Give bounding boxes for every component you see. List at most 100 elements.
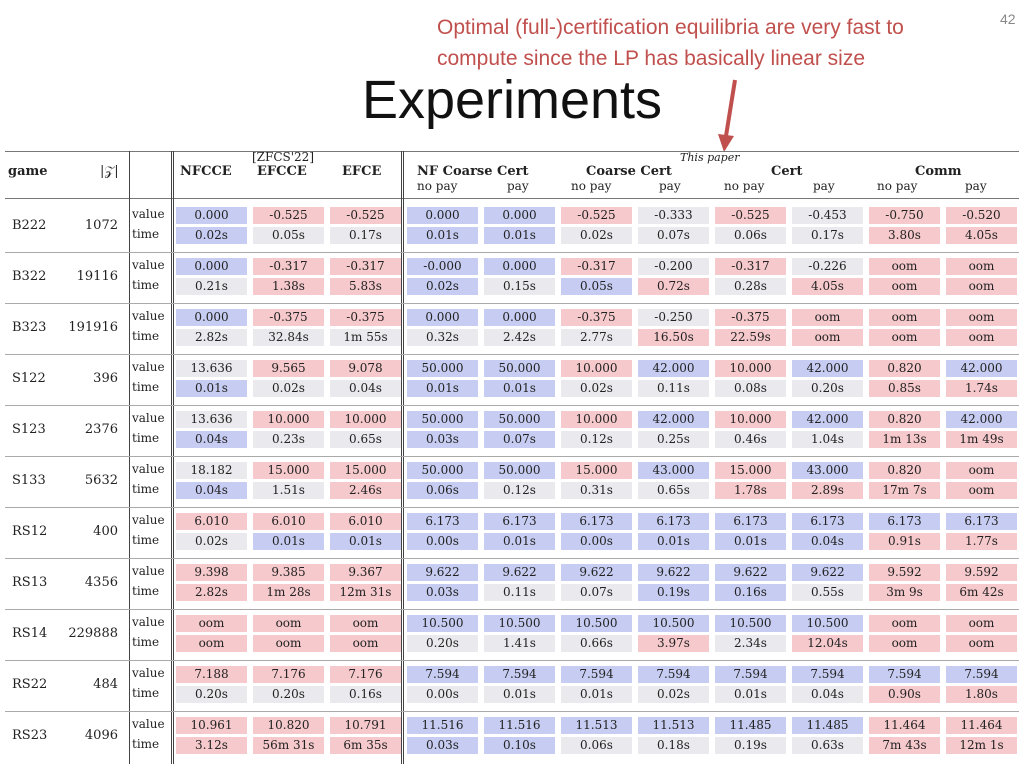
game-size: 2376 [84,422,118,437]
time-cell: oom [946,635,1017,652]
value-cell: 7.594 [561,666,632,683]
time-cell: 0.90s [869,686,940,703]
time-cell: 0.12s [561,431,632,448]
value-cell: 6.173 [715,513,786,530]
header-nf-coarse-cert: NF Coarse Cert [417,164,529,179]
time-cell: 0.18s [638,737,709,754]
value-cell: 10.000 [253,411,324,428]
value-cell: 0.000 [176,207,247,224]
time-cell: 0.01s [561,686,632,703]
time-cell: 12m 1s [946,737,1017,754]
time-cell: 1m 55s [330,329,401,346]
time-cell: 0.01s [484,686,555,703]
time-cell: 0.12s [484,482,555,499]
time-cell: 0.07s [484,431,555,448]
time-cell: 12m 31s [330,584,401,601]
time-cell: 0.19s [638,584,709,601]
time-cell: 1.78s [715,482,786,499]
value-row-label: value [132,615,165,629]
time-row-label: time [132,635,160,649]
value-cell: 10.500 [561,615,632,632]
value-cell: 50.000 [407,360,478,377]
header-z: |𝒵| [100,164,119,179]
time-cell: 0.31s [561,482,632,499]
value-cell: 10.820 [253,717,324,734]
game-size: 4356 [84,575,118,590]
value-cell: 9.622 [638,564,709,581]
value-cell: oom [869,258,940,275]
value-cell: 7.176 [253,666,324,683]
separator-5 [403,151,404,764]
value-cell: 0.000 [176,309,247,326]
header-rule [5,198,1019,199]
game-size: 484 [93,677,118,692]
time-cell: 2.34s [715,635,786,652]
value-cell: 7.594 [407,666,478,683]
value-cell: 42.000 [792,411,863,428]
value-cell: 0.000 [484,309,555,326]
value-cell: 10.500 [407,615,478,632]
game-size: 191916 [68,320,118,335]
value-cell: -0.520 [946,207,1017,224]
time-cell: 0.01s [484,533,555,550]
time-cell: 1m 28s [253,584,324,601]
annotation-callout: Optimal (full-)certification equilibria … [437,12,904,74]
value-cell: 0.000 [484,207,555,224]
value-cell: 10.000 [561,360,632,377]
game-size: 19116 [76,269,118,284]
value-cell: 7.594 [792,666,863,683]
time-cell: 0.63s [792,737,863,754]
value-cell: oom [946,615,1017,632]
value-cell: -0.333 [638,207,709,224]
time-cell: 0.02s [253,380,324,397]
time-cell: 0.20s [176,686,247,703]
value-cell: -0.317 [561,258,632,275]
time-cell: 0.01s [176,380,247,397]
value-cell: 15.000 [561,462,632,479]
time-cell: 3.80s [869,227,940,244]
time-row-label: time [132,431,160,445]
time-cell: oom [946,278,1017,295]
row-divider [5,405,1019,406]
value-cell: 10.500 [484,615,555,632]
value-row-label: value [132,513,165,527]
value-cell: -0.317 [330,258,401,275]
time-cell: oom [869,635,940,652]
time-cell: 0.01s [484,380,555,397]
time-cell: 0.91s [869,533,940,550]
value-cell: 6.173 [792,513,863,530]
time-cell: 0.07s [561,584,632,601]
time-cell: 0.07s [638,227,709,244]
value-cell: 6.173 [638,513,709,530]
value-cell: 7.594 [484,666,555,683]
value-cell: -0.250 [638,309,709,326]
game-size: 229888 [68,626,118,641]
value-cell: 9.622 [484,564,555,581]
value-row-label: value [132,666,165,680]
time-cell: oom [946,482,1017,499]
value-cell: 6.173 [561,513,632,530]
time-cell: 2.89s [792,482,863,499]
time-cell: 0.72s [638,278,709,295]
value-cell: -0.000 [407,258,478,275]
value-cell: -0.525 [715,207,786,224]
time-cell: 0.04s [176,431,247,448]
value-cell: -0.200 [638,258,709,275]
time-cell: 1.41s [484,635,555,652]
row-divider [5,303,1019,304]
value-cell: 42.000 [638,360,709,377]
value-cell: 6.010 [176,513,247,530]
value-cell: 10.500 [792,615,863,632]
value-cell: 0.000 [407,309,478,326]
value-cell: 42.000 [792,360,863,377]
time-cell: 0.65s [330,431,401,448]
time-cell: 3m 9s [869,584,940,601]
value-cell: -0.226 [792,258,863,275]
value-cell: oom [253,615,324,632]
time-cell: 6m 42s [946,584,1017,601]
time-row-label: time [132,584,160,598]
value-cell: oom [946,462,1017,479]
time-cell: 0.02s [176,227,247,244]
value-cell: 7.188 [176,666,247,683]
value-cell: 7.594 [715,666,786,683]
